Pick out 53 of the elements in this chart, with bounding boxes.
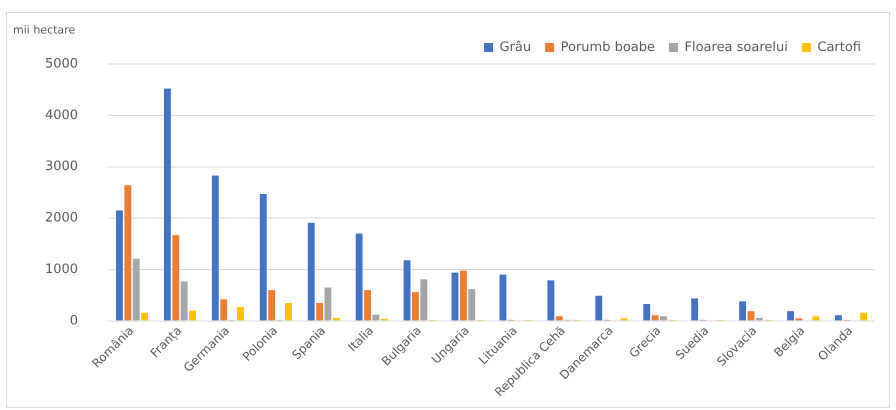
bar [237,307,244,320]
bar [652,315,659,320]
bar [268,290,276,320]
bar [556,316,563,320]
bar [468,289,476,320]
bar [164,88,171,320]
bar [172,235,180,320]
y-tick-label: 0 [70,313,78,328]
bar [308,222,315,320]
y-tick-label: 4000 [44,108,78,123]
bar [547,280,554,320]
bar [356,234,363,320]
bar [835,315,842,320]
bar [324,288,332,320]
bar [284,302,292,320]
legend-label: Grâu [499,40,532,55]
bar [124,185,132,320]
bar [316,302,324,320]
y-tick-label: 2000 [44,210,78,226]
bar [787,311,794,320]
legend-label: Porumb boabe [560,40,655,55]
bar [220,299,228,320]
bar [691,298,698,320]
bar [660,316,667,320]
bar [132,258,140,320]
bar [420,279,428,320]
bar [595,296,602,320]
bar [260,194,267,320]
bar [860,312,868,320]
legend-label: Cartofi [817,40,862,55]
bar [812,316,820,320]
bar [748,311,754,320]
bar [372,314,380,320]
y-axis-title: mii hectare [13,23,76,36]
bar [460,270,467,320]
bar [116,210,123,320]
bar [756,318,763,320]
bar [189,310,196,320]
bar [452,272,458,320]
bar [643,304,650,320]
bar [412,292,419,320]
y-tick-label: 5000 [44,56,78,72]
bar [499,274,506,320]
bar [180,281,188,320]
bar [141,312,148,320]
legend-label: Floarea soarelui [684,40,788,55]
bar [739,301,746,320]
bar [212,176,219,320]
bar [332,318,340,320]
y-tick-label: 3000 [44,159,78,174]
y-tick-label: 1000 [44,262,78,277]
bar [404,260,410,320]
bar [364,290,371,320]
